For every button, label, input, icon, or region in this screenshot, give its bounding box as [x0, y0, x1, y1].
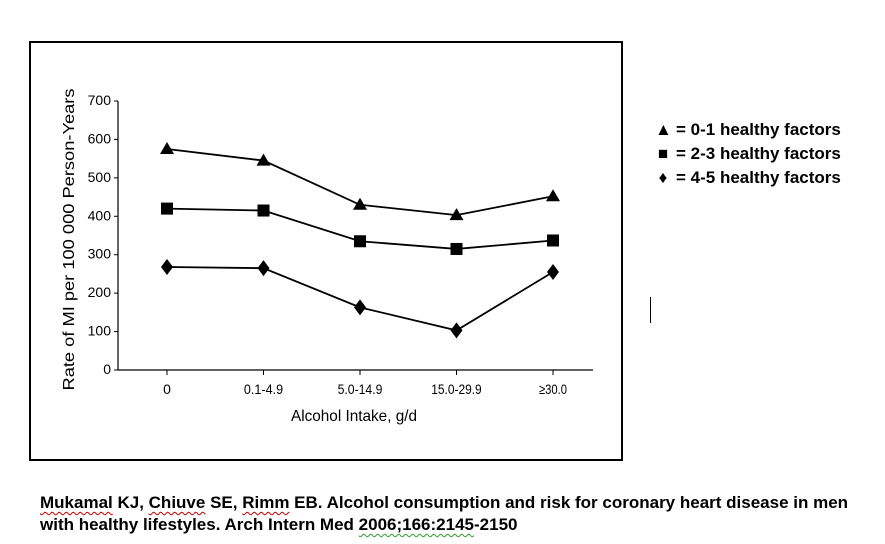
- citation-text: EB. Alcohol consumption and risk for cor…: [40, 493, 849, 534]
- y-tick-label: 200: [88, 284, 112, 300]
- data-point-diamond: [547, 264, 559, 281]
- triangle-icon: ▲: [655, 120, 672, 139]
- y-tick-label: 500: [88, 169, 112, 185]
- data-point-triangle: [256, 153, 271, 166]
- data-point-triangle: [546, 189, 560, 202]
- citation-volume: 2006;166:2145: [358, 515, 474, 534]
- legend-label: = 4-5 healthy factors: [676, 168, 841, 187]
- x-tick-label: 0.1-4.9: [244, 381, 283, 397]
- y-tick-label: 100: [88, 323, 112, 339]
- data-point-triangle: [160, 142, 174, 155]
- data-point-diamond: [354, 299, 366, 316]
- x-tick-label: 15.0-29.9: [431, 381, 482, 397]
- legend-label: = 0-1 healthy factors: [676, 120, 841, 139]
- y-tick-label: 400: [88, 207, 112, 223]
- legend-item-0-1: ▲ = 0-1 healthy factors: [655, 118, 841, 142]
- data-point-square: [161, 202, 173, 215]
- citation: Mukamal KJ, Chiuve SE, Rimm EB. Alcohol …: [40, 492, 875, 536]
- y-tick-label: 600: [88, 130, 112, 146]
- data-point-diamond: [257, 260, 270, 277]
- chart-frame: 0 100 200 300 400 500 600 700 0 0.1-4.9 5.0-14.9 15…: [29, 41, 623, 461]
- legend-item-4-5: ♦ = 4-5 healthy factors: [655, 166, 841, 190]
- citation-author-3: Rimm: [242, 493, 290, 512]
- data-point-triangle: [353, 197, 367, 210]
- citation-author-1: Mukamal: [40, 493, 113, 512]
- legend-item-2-3: ■ = 2-3 healthy factors: [655, 142, 841, 166]
- data-point-square: [257, 204, 270, 217]
- square-icon: ■: [657, 144, 669, 163]
- citation-text: KJ,: [112, 493, 149, 512]
- data-point-square: [354, 235, 366, 248]
- citation-pages: -2150: [474, 515, 518, 534]
- legend: ▲ = 0-1 healthy factors ■ = 2-3 healthy …: [655, 118, 841, 190]
- series-line-diamond: [166, 266, 554, 332]
- y-tick-label: 700: [88, 92, 112, 108]
- legend-label: = 2-3 healthy factors: [676, 144, 841, 163]
- x-tick-label: 5.0-14.9: [338, 381, 383, 397]
- x-axis-title: Alcohol Intake, g/d: [291, 408, 417, 425]
- y-tick-label: 300: [88, 246, 112, 262]
- citation-author-2: Chiuve: [148, 493, 206, 512]
- y-tick-label: 0: [103, 361, 111, 377]
- x-tick-label: ≥30.0: [539, 381, 567, 397]
- text-cursor: [650, 297, 651, 323]
- data-point-square: [450, 242, 463, 255]
- data-point-triangle: [449, 208, 464, 221]
- y-axis-title: Rate of MI per 100 000 Person-Years: [61, 88, 78, 390]
- x-tick-label: 0: [163, 381, 171, 397]
- line-chart: 0 100 200 300 400 500 600 700 0 0.1-4.9 5.0-14.9 15…: [61, 88, 593, 425]
- diamond-icon: ♦: [658, 168, 668, 187]
- data-point-diamond: [161, 259, 173, 276]
- data-point-diamond: [450, 322, 463, 339]
- data-point-square: [547, 234, 559, 247]
- citation-text: SE,: [205, 493, 243, 512]
